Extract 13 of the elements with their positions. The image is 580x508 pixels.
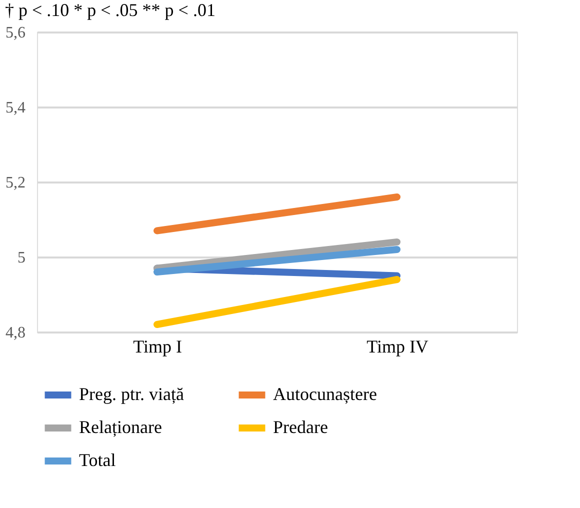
x-tick-label: Timp I — [133, 336, 182, 356]
legend-label: Total — [79, 450, 116, 470]
legend-label: Relaționare — [79, 417, 162, 437]
legend-label: Autocunaștere — [273, 384, 377, 404]
y-tick-label: 4,8 — [6, 324, 26, 342]
text: † p < .10 * p < .05 ** p < .01 — [5, 0, 216, 20]
y-tick-label: 5,4 — [6, 100, 26, 116]
legend-label: Predare — [273, 417, 328, 437]
legend-label: Preg. ptr. viață — [79, 384, 184, 404]
y-tick-label: 5 — [18, 250, 26, 266]
x-tick-label: Timp IV — [366, 336, 428, 356]
y-tick-label: 5,2 — [6, 174, 26, 192]
y-tick-label: 5,6 — [6, 24, 26, 42]
